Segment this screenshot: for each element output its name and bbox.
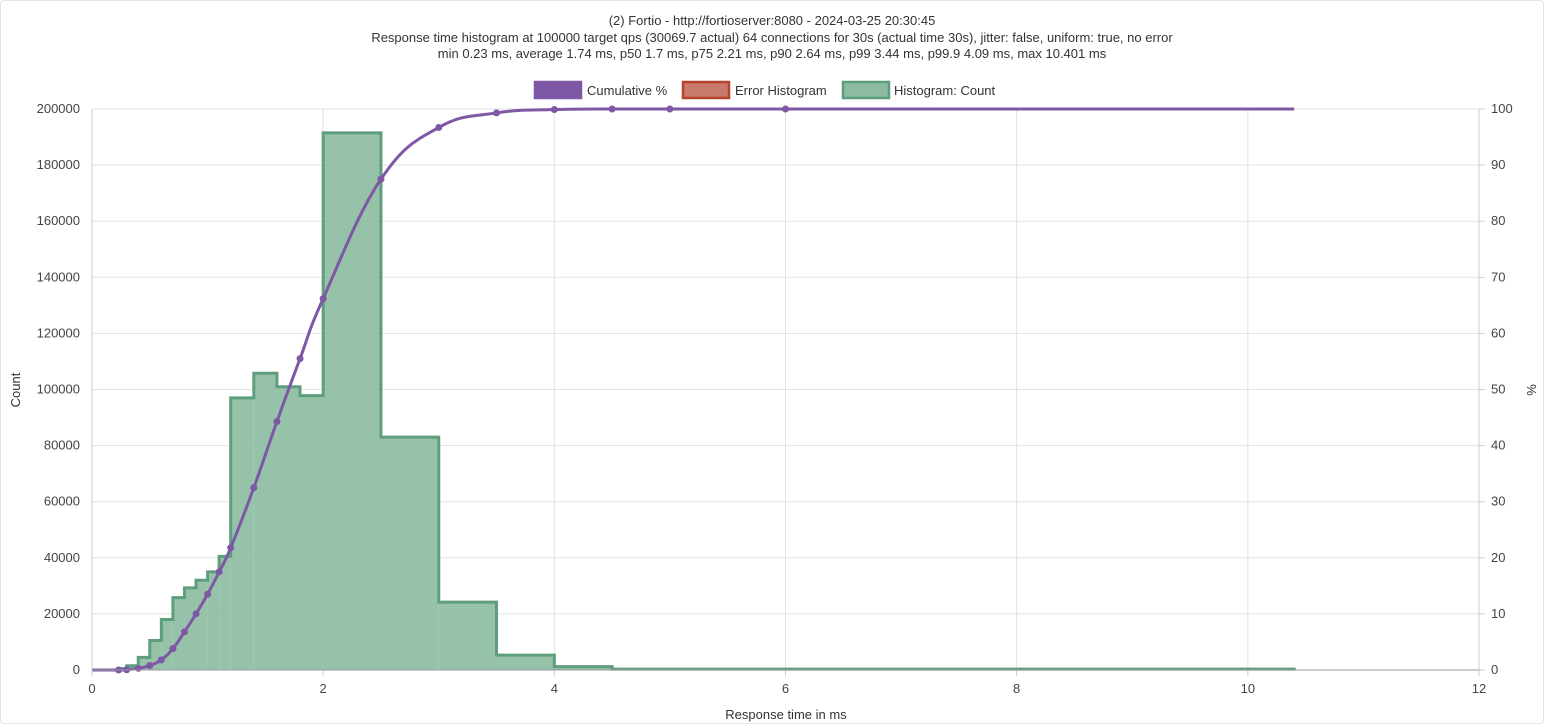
histogram-bar — [207, 571, 220, 670]
cumulative-point — [146, 662, 154, 670]
cumulative-point — [435, 124, 443, 132]
cumulative-point — [319, 295, 327, 303]
cumulative-point — [273, 417, 281, 425]
cumulative-point — [296, 355, 304, 363]
x-tick-label: 10 — [1241, 681, 1255, 696]
y2-tick-label: 20 — [1491, 550, 1505, 565]
axes: 0 20000 40000 60000 80000 100000 120000 140000 1… — [37, 101, 1513, 696]
histogram-bar — [380, 437, 439, 670]
y-tick-label: 160000 — [37, 213, 80, 228]
histogram-bar — [323, 132, 381, 670]
y2-tick-label: 10 — [1491, 606, 1505, 621]
cumulative-point — [608, 105, 616, 113]
histogram-bar — [184, 587, 197, 670]
histogram-bar — [253, 373, 277, 670]
cumulative-point — [169, 645, 177, 653]
cumulative-point — [227, 544, 235, 552]
cumulative-point — [250, 484, 258, 492]
x-tick-label: 6 — [782, 681, 789, 696]
legend-label: Cumulative % — [587, 83, 668, 98]
x-tick-label: 0 — [88, 681, 95, 696]
cumulative-point — [157, 656, 165, 664]
y-tick-label: 80000 — [44, 438, 80, 453]
y-tick-label: 200000 — [37, 101, 80, 116]
chart-title: (2) Fortio - http://fortioserver:8080 - … — [608, 13, 936, 28]
cumulative-point — [377, 175, 385, 183]
histogram-bars — [117, 131, 1296, 671]
histogram-bar — [172, 597, 185, 670]
cumulative-point — [493, 109, 501, 117]
y2-tick-label: 0 — [1491, 662, 1498, 677]
x-tick-label: 2 — [320, 681, 327, 696]
legend-label: Histogram: Count — [894, 83, 996, 98]
cumulative-point — [192, 610, 200, 618]
y-tick-label: 180000 — [37, 157, 80, 172]
y2-tick-label: 100 — [1491, 101, 1513, 116]
y-tick-label: 140000 — [37, 269, 80, 284]
y2-tick-label: 70 — [1491, 269, 1505, 284]
legend-swatch — [841, 80, 891, 100]
y-tick-label: 40000 — [44, 550, 80, 565]
y-tick-label: 0 — [73, 662, 80, 677]
histogram-bar — [219, 556, 231, 670]
x-tick-label: 8 — [1013, 681, 1020, 696]
cumulative-point — [134, 664, 142, 672]
y2-tick-label: 60 — [1491, 325, 1505, 340]
cumulative-point — [782, 105, 789, 113]
y2-axis-label: % — [1524, 384, 1539, 396]
y2-tick-label: 30 — [1491, 494, 1505, 509]
x-axis-label: Response time in ms — [725, 707, 847, 722]
x-tick-label: 4 — [551, 681, 558, 696]
histogram-bar — [161, 619, 173, 670]
cumulative-point — [666, 105, 674, 113]
y-tick-label: 60000 — [44, 494, 80, 509]
y-tick-label: 20000 — [44, 606, 80, 621]
y-tick-label: 100000 — [37, 382, 80, 397]
legend-cumulative[interactable]: Cumulative % — [533, 80, 668, 100]
x-tick-label: 12 — [1472, 681, 1486, 696]
legend-swatch — [681, 80, 731, 100]
histogram-bar — [230, 397, 254, 670]
histogram-bar — [300, 395, 324, 670]
legend-label: Error Histogram — [735, 83, 827, 98]
legend-swatch — [533, 80, 583, 100]
y2-tick-label: 90 — [1491, 157, 1505, 172]
histogram-bar — [149, 640, 162, 670]
y2-tick-label: 40 — [1491, 438, 1505, 453]
histogram-bar — [138, 657, 150, 670]
cumulative-point — [204, 590, 212, 598]
cumulative-point — [215, 568, 223, 576]
chart-subtitle-run-info: Response time histogram at 100000 target… — [371, 30, 1173, 45]
cumulative-point — [180, 628, 188, 636]
cumulative-curve — [91, 107, 1295, 672]
y-tick-label: 120000 — [37, 325, 80, 340]
histogram-bar — [496, 655, 555, 670]
cumulative-point — [550, 106, 558, 114]
legend-error-histogram[interactable]: Error Histogram — [681, 80, 827, 100]
y2-tick-label: 80 — [1491, 213, 1505, 228]
y-axis-label: Count — [8, 372, 23, 407]
histogram-bar — [276, 386, 301, 670]
histogram-bar — [438, 602, 497, 670]
histogram-bar — [554, 666, 613, 670]
y2-tick-label: 50 — [1491, 382, 1505, 397]
cumulative-line — [91, 105, 1295, 674]
histogram-bar — [196, 580, 208, 670]
legend-histogram-count[interactable]: Histogram: Count — [841, 80, 996, 100]
legend[interactable]: Cumulative % Error Histogram Histogram: Co… — [533, 80, 996, 100]
histogram-outline — [117, 131, 1296, 671]
chart-subtitle-percentiles: min 0.23 ms, average 1.74 ms, p50 1.7 ms… — [437, 46, 1107, 61]
